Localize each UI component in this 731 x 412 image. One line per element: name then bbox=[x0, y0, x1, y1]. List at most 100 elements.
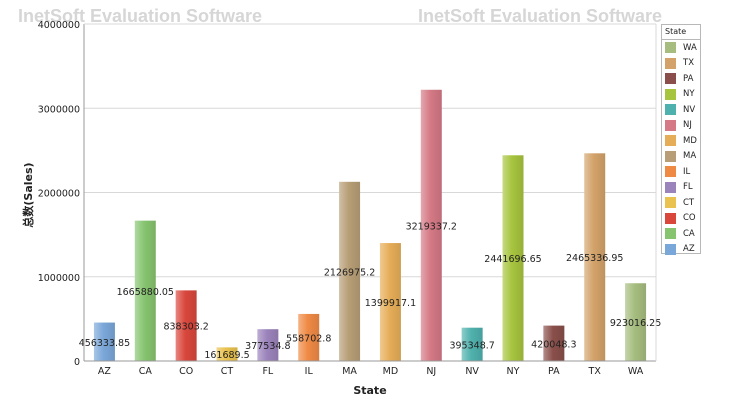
watermark-left: InetSoft Evaluation Software bbox=[18, 6, 263, 26]
x-tick-label-pa: PA bbox=[548, 366, 560, 377]
x-tick-label-ct: CT bbox=[221, 366, 234, 377]
bar-co[interactable] bbox=[175, 290, 197, 361]
y-tick-label: 3000000 bbox=[38, 104, 80, 115]
bar-az[interactable] bbox=[93, 322, 115, 361]
data-label-fl: 377534.8 bbox=[245, 341, 290, 352]
data-label-co: 838303.2 bbox=[163, 322, 208, 333]
axes bbox=[83, 23, 657, 362]
x-tick-label-nj: NJ bbox=[426, 366, 436, 377]
bar-wa[interactable] bbox=[625, 283, 647, 361]
legend-label: PA bbox=[683, 73, 694, 84]
x-tick-label-ca: CA bbox=[139, 366, 153, 377]
legend-label: AZ bbox=[683, 244, 695, 255]
legend-label: WA bbox=[683, 42, 697, 53]
legend-label: CO bbox=[683, 213, 696, 224]
bar-il[interactable] bbox=[298, 313, 320, 361]
bar-ny[interactable] bbox=[502, 155, 524, 361]
legend-swatch bbox=[665, 197, 676, 209]
legend-swatch bbox=[665, 119, 676, 131]
legend-item-az[interactable]: AZ bbox=[662, 242, 700, 258]
bar-fl[interactable] bbox=[257, 329, 279, 361]
legend-label: CA bbox=[683, 228, 695, 239]
y-tick-labels: 0 1000000 2000000 3000000 4000000 bbox=[38, 20, 80, 368]
data-label-pa: 420048.3 bbox=[531, 339, 576, 350]
x-tick-label-md: MD bbox=[383, 366, 399, 377]
legend-swatch bbox=[665, 212, 676, 224]
legend-label: NY bbox=[683, 89, 695, 100]
legend-item-pa[interactable]: PA bbox=[662, 71, 700, 87]
data-label-nj: 3219337.2 bbox=[406, 221, 457, 232]
y-axis-title: 总数(Sales) bbox=[21, 162, 35, 227]
legend-swatch bbox=[665, 57, 676, 69]
legend-swatch bbox=[665, 166, 676, 178]
x-tick-label-ny: NY bbox=[507, 366, 520, 377]
y-tick-label: 2000000 bbox=[38, 189, 80, 200]
legend-label: IL bbox=[683, 166, 691, 177]
bar-ma[interactable] bbox=[339, 181, 361, 361]
legend-item-ny[interactable]: NY bbox=[662, 87, 700, 103]
data-label-ny: 2441696.65 bbox=[484, 254, 541, 265]
bar-nj[interactable] bbox=[420, 89, 442, 361]
legend-items: WA TX PA NY NV NJ MD MA IL FL CT CO CA AZ bbox=[662, 40, 700, 257]
data-label-ca: 1665880.05 bbox=[117, 287, 174, 298]
legend-label: TX bbox=[683, 58, 695, 69]
legend-swatch bbox=[665, 73, 676, 85]
legend-label: NV bbox=[683, 104, 696, 115]
legend-item-il[interactable]: IL bbox=[662, 164, 700, 180]
legend-item-fl[interactable]: FL bbox=[662, 180, 700, 196]
legend-swatch bbox=[665, 150, 676, 162]
x-tick-label-fl: FL bbox=[262, 366, 273, 377]
bar-tx[interactable] bbox=[584, 153, 606, 361]
data-label-tx: 2465336.95 bbox=[566, 253, 623, 264]
bar-ca[interactable] bbox=[134, 220, 156, 361]
legend-label: NJ bbox=[683, 120, 692, 131]
bars bbox=[93, 89, 647, 361]
data-label-ct: 161689.5 bbox=[204, 350, 249, 361]
x-tick-label-az: AZ bbox=[98, 366, 111, 377]
bar-nv[interactable] bbox=[461, 327, 483, 361]
legend-item-md[interactable]: MD bbox=[662, 133, 700, 149]
gridlines bbox=[84, 23, 656, 278]
data-label-az: 456333.85 bbox=[79, 338, 130, 349]
data-label-md: 1399917.1 bbox=[365, 298, 416, 309]
legend-label: MA bbox=[683, 151, 697, 162]
x-axis-title: State bbox=[353, 384, 386, 397]
bar-ct[interactable] bbox=[216, 347, 238, 361]
legend-label: MD bbox=[683, 135, 697, 146]
bar-md[interactable] bbox=[379, 243, 401, 361]
legend-item-ct[interactable]: CT bbox=[662, 195, 700, 211]
x-tick-label-tx: TX bbox=[588, 366, 602, 377]
legend-item-ma[interactable]: MA bbox=[662, 149, 700, 165]
legend-swatch bbox=[665, 104, 676, 116]
legend-item-ca[interactable]: CA bbox=[662, 226, 700, 242]
x-tick-label-co: CO bbox=[179, 366, 193, 377]
legend-item-co[interactable]: CO bbox=[662, 211, 700, 227]
x-tick-label-ma: MA bbox=[342, 366, 357, 377]
data-label-il: 558702.8 bbox=[286, 333, 331, 344]
y-tick-label: 1000000 bbox=[38, 273, 80, 284]
x-tick-labels: AZ CA CO CT FL IL MA MD NJ NV NY PA TX WA bbox=[98, 366, 644, 377]
legend-label: FL bbox=[683, 182, 693, 193]
legend-swatch bbox=[665, 135, 676, 147]
legend-item-tx[interactable]: TX bbox=[662, 56, 700, 72]
legend: State WA TX PA NY NV NJ MD MA IL FL CT CO CA AZ bbox=[661, 24, 701, 257]
x-tick-label-wa: WA bbox=[628, 366, 644, 377]
bar-pa[interactable] bbox=[543, 325, 565, 361]
watermark-right: InetSoft Evaluation Software bbox=[418, 6, 663, 26]
legend-item-nv[interactable]: NV bbox=[662, 102, 700, 118]
legend-item-wa[interactable]: WA bbox=[662, 40, 700, 56]
legend-swatch bbox=[665, 42, 676, 54]
x-tick-label-nv: NV bbox=[465, 366, 479, 377]
data-label-ma: 2126975.2 bbox=[324, 267, 375, 278]
data-label-wa: 923016.25 bbox=[610, 318, 661, 329]
legend-swatch bbox=[665, 88, 676, 100]
legend-title: State bbox=[662, 25, 700, 40]
data-label-nv: 395348.7 bbox=[449, 340, 494, 351]
legend-swatch bbox=[665, 181, 676, 193]
bar-labels: 456333.85 1665880.05 838303.2 161689.537753… bbox=[79, 221, 662, 361]
y-tick-label: 0 bbox=[74, 357, 80, 368]
legend-swatch bbox=[665, 228, 676, 240]
legend-label: CT bbox=[683, 197, 695, 208]
legend-item-nj[interactable]: NJ bbox=[662, 118, 700, 134]
